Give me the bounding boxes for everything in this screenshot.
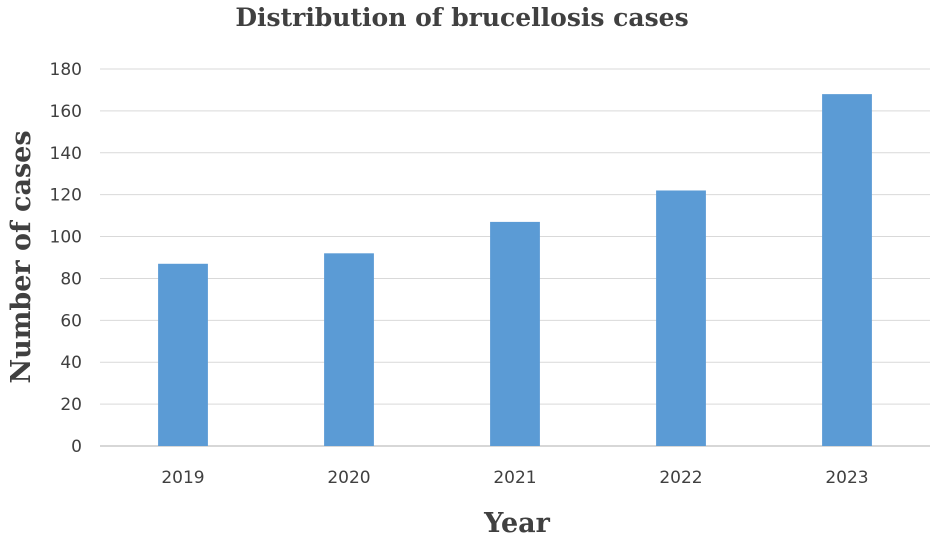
x-tick-label: 2023 [825, 468, 868, 488]
bar-2019 [158, 263, 208, 446]
y-tick-label: 60 [60, 311, 82, 331]
y-tick-label: 20 [60, 395, 82, 415]
x-axis-title: Year [483, 508, 551, 538]
y-tick-label: 180 [50, 60, 82, 80]
x-axis-ticks: 2019 2020 2021 2022 2023 [161, 468, 868, 488]
x-tick-label: 2020 [327, 468, 370, 488]
y-tick-label: 40 [60, 353, 82, 373]
y-axis-title: Number of cases [6, 130, 37, 383]
y-tick-label: 0 [71, 437, 82, 457]
bar-2021 [490, 221, 540, 446]
y-tick-label: 80 [60, 269, 82, 289]
bar-2023 [822, 94, 872, 446]
x-tick-label: 2021 [493, 468, 536, 488]
y-tick-label: 140 [50, 144, 82, 164]
y-tick-label: 160 [50, 102, 82, 122]
x-tick-label: 2019 [161, 468, 204, 488]
bars [158, 94, 872, 446]
bar-2020 [324, 253, 374, 446]
chart-title: Distribution of brucellosis cases [235, 3, 688, 32]
x-tick-label: 2022 [659, 468, 702, 488]
y-axis-ticks: 0 20 40 60 80 100 120 140 160 180 [50, 60, 82, 457]
y-tick-label: 120 [50, 186, 82, 206]
y-tick-label: 100 [50, 228, 82, 248]
bar-2022 [656, 190, 706, 446]
